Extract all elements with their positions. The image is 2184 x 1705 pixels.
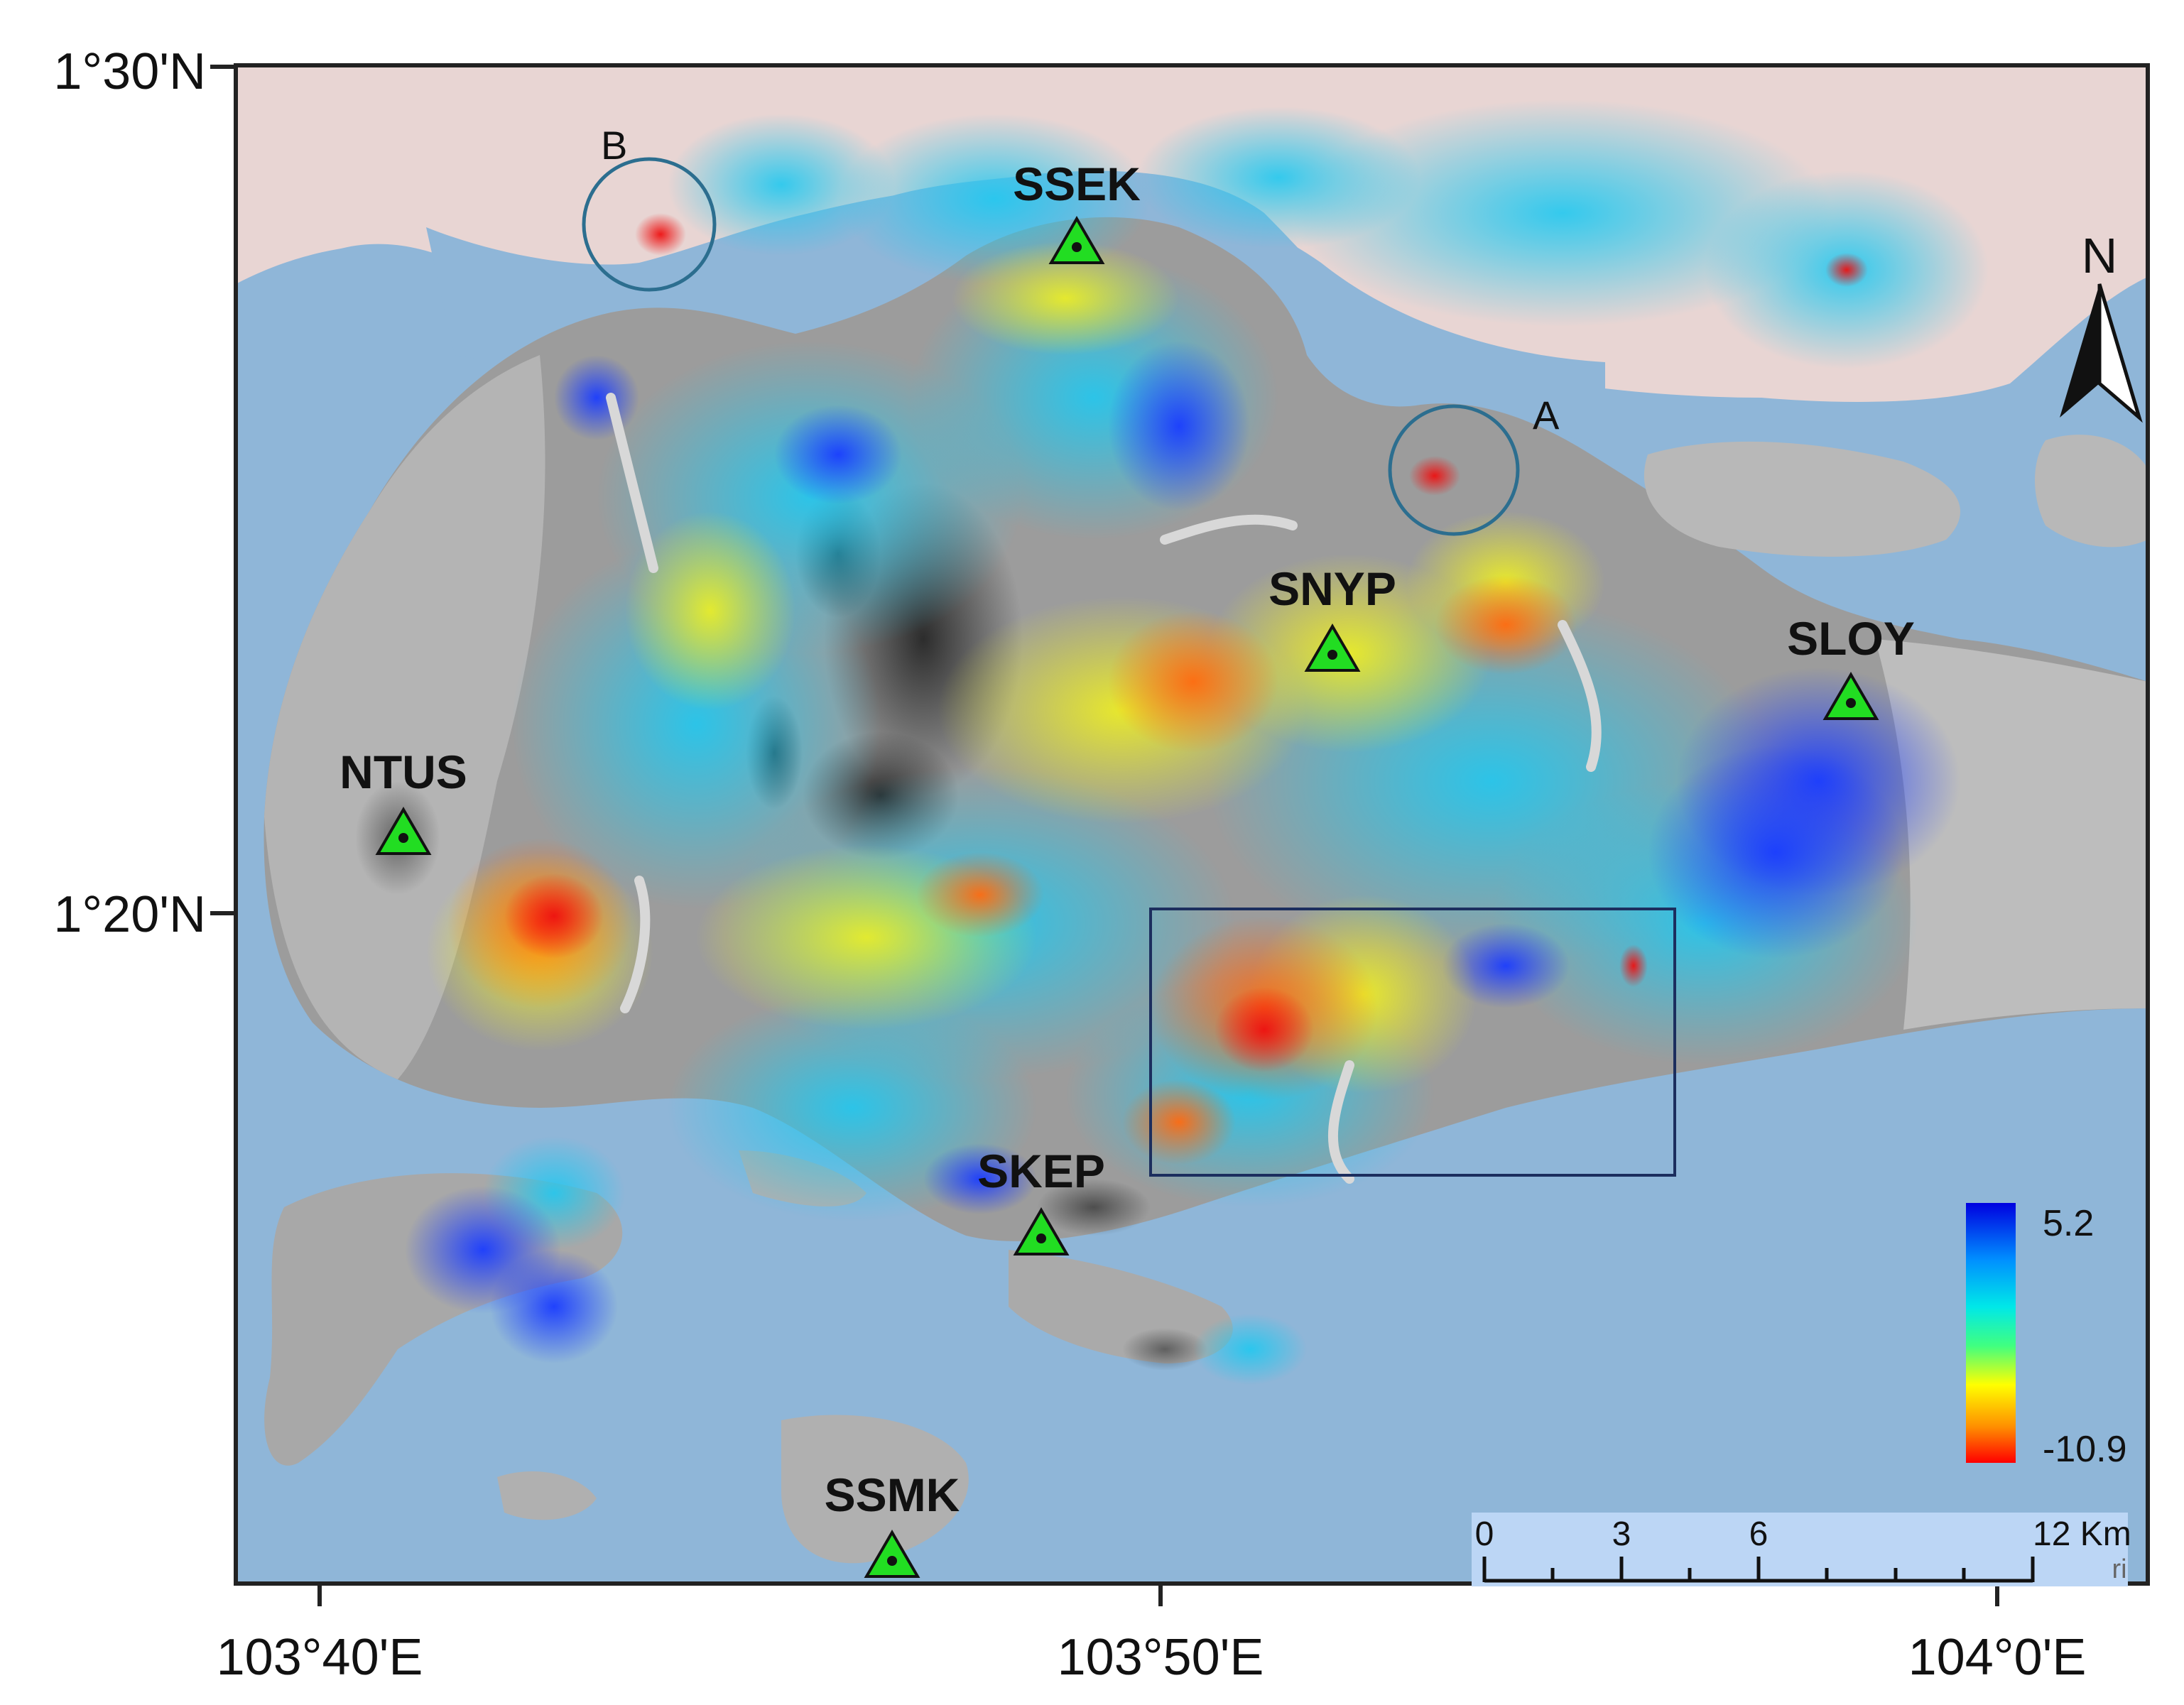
water-bodies (606, 393, 1602, 1184)
north-arrow-left (2060, 284, 2099, 418)
map-frame (234, 63, 2150, 1586)
station-sloy-marker (1822, 672, 1879, 720)
legend-colorbar (1966, 1203, 2016, 1463)
station-ssek-marker (1048, 216, 1105, 264)
station-ssmk-marker (864, 1530, 920, 1578)
pulau-tekong (2035, 435, 2148, 548)
circle-b (582, 157, 717, 292)
station-ssek-label: SSEK (1013, 158, 1141, 210)
scale-tick-6: 6 (1749, 1515, 1769, 1553)
scale-bar: 0 3 6 12 Km ri (1472, 1513, 2131, 1586)
station-ssmk: SSMK (825, 1469, 960, 1578)
lon-label-3: 104°0'E (1908, 1629, 2087, 1686)
station-snyp-label: SNYP (1268, 562, 1396, 615)
station-skep-label: SKEP (977, 1145, 1105, 1197)
station-skep: SKEP (977, 1145, 1105, 1255)
lon-label-2: 103°50'E (1058, 1629, 1264, 1686)
north-arrow-right (2097, 283, 2143, 423)
pulau-ubin (1644, 441, 1960, 557)
station-skep-marker (1013, 1207, 1070, 1255)
scale-tail: ri (2112, 1554, 2126, 1584)
lon-label-1: 103°40'E (217, 1629, 423, 1686)
legend-max: 5.2 (2043, 1203, 2094, 1244)
scale-tick-3: 3 (1612, 1515, 1631, 1553)
lat-label-1: 1°30'N (53, 43, 206, 100)
label-b: B (601, 123, 627, 168)
station-ntus-label: NTUS (339, 746, 467, 798)
scale-tick-12: 12 Km (2033, 1515, 2131, 1553)
north-arrow: N (2060, 228, 2143, 423)
southern-island-4 (497, 1471, 597, 1520)
scale-tick-0: 0 (1475, 1515, 1494, 1553)
station-snyp-marker (1304, 623, 1361, 672)
station-ntus: NTUS (339, 746, 467, 855)
deformation-overlay (405, 99, 1989, 1385)
legend: 5.2 -10.9 (1966, 1203, 2127, 1470)
station-ntus-marker (375, 807, 432, 855)
north-label: N (2082, 228, 2118, 283)
lat-label-2: 1°20'N (53, 886, 206, 943)
station-ssek: SSEK (1013, 158, 1141, 264)
circle-a (1388, 404, 1520, 536)
axis-ticks (210, 65, 1999, 1606)
station-ssmk-label: SSMK (825, 1469, 960, 1521)
map-body (236, 65, 2148, 1584)
study-area-box (1149, 908, 1676, 1177)
southern-island-3 (781, 1415, 969, 1564)
western-grey-area (264, 355, 545, 1079)
station-snyp: SNYP (1268, 562, 1396, 672)
legend-min: -10.9 (2043, 1429, 2127, 1470)
station-sloy: SLOY (1787, 612, 1915, 720)
scale-bar-bg (1472, 1513, 2128, 1586)
station-sloy-label: SLOY (1787, 612, 1915, 665)
label-a: A (1533, 393, 1560, 437)
